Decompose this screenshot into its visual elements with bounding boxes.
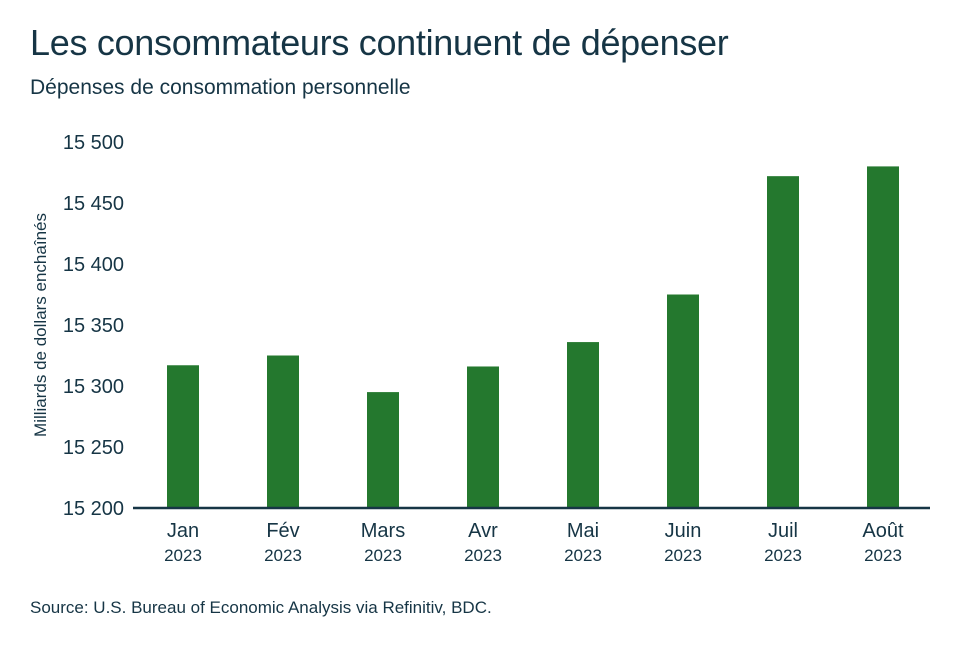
bar-fév [267,355,299,508]
x-tick-label: Avr [468,520,498,542]
x-tick-year-label: 2023 [664,546,702,565]
chart-subtitle: Dépenses de consommation personnelle [30,76,411,99]
chart-title: Les consommateurs continuent de dépenser [30,22,729,63]
y-axis-label: Milliards de dollars enchaînés [31,213,50,437]
source-note: Source: U.S. Bureau of Economic Analysis… [30,598,492,617]
x-tick-year-label: 2023 [264,546,302,565]
x-tick-year-label: 2023 [764,546,802,565]
bar-juil [767,176,799,508]
y-tick-label: 15 350 [63,315,124,337]
x-tick-year-label: 2023 [164,546,202,565]
bars [167,166,899,508]
x-tick-label: Mars [361,520,405,542]
x-tick-year-label: 2023 [564,546,602,565]
x-tick-label: Mai [567,520,599,542]
bar-juin [667,294,699,508]
y-tick-label: 15 250 [63,437,124,459]
y-tick-label: 15 500 [63,132,124,154]
x-tick-label: Juin [665,520,702,542]
y-tick-label: 15 400 [63,254,124,276]
x-tick-label: Jan [167,520,199,542]
x-tick-label: Fév [266,520,299,542]
x-tick-year-label: 2023 [464,546,502,565]
y-tick-label: 15 300 [63,376,124,398]
x-tick-year-label: 2023 [864,546,902,565]
x-tick-year-label: 2023 [364,546,402,565]
bar-jan [167,365,199,508]
x-tick-label: Juil [768,520,798,542]
y-tick-label: 15 200 [63,498,124,520]
y-tick-label: 15 450 [63,193,124,215]
x-tick-label: Août [862,520,904,542]
bar-avr [467,366,499,508]
bar-août [867,166,899,508]
bar-mars [367,392,399,508]
x-axis-labels: Jan 2023 Fév 2023 Mars 2023 Avr 2023 Mai 2023 Juin… [164,520,904,565]
y-axis-ticks: 15 200 15 250 15 300 15 350 15 400 15 450 15 5… [63,132,124,520]
bar-mai [567,342,599,508]
